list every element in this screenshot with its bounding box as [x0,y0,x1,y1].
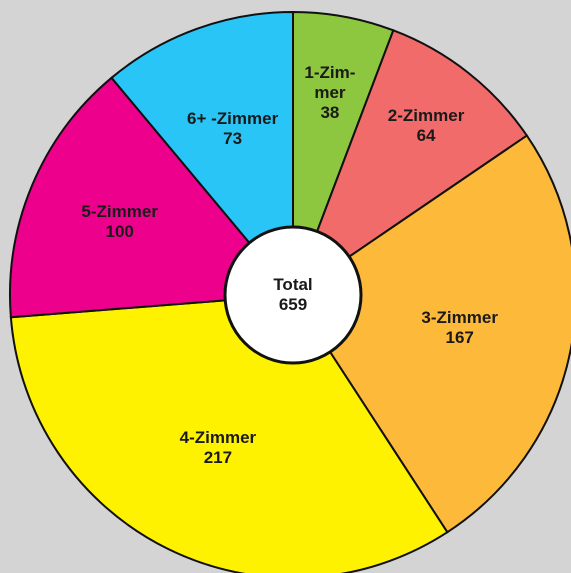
slice-label: 1-Zim­mer 38 [301,63,359,123]
center-text: Total [273,275,313,294]
pie-slice [110,10,294,298]
value-label: 100 [105,222,134,242]
category-label: 1-Zim­mer [304,63,356,103]
category-label: 4-Zimmer [179,427,257,447]
slice-label: 2-Zimmer 64 [356,106,496,146]
value-label: 73 [223,128,243,148]
pie-slice [291,134,571,534]
slice-label: 6+ -Zimmer 73 [163,109,303,149]
slice-label: 4-Zimmer 217 [148,428,288,468]
value-label: 167 [445,328,474,348]
pie-slice [9,293,449,573]
category-label: 6+ -Zimmer [187,108,279,128]
slice-label: 5-Zimmer 100 [50,202,190,242]
slice-label: 3-Zimmer 167 [390,308,530,348]
value-label: 64 [416,126,436,146]
category-label: 2-Zimmer [387,106,465,126]
category-label: 3-Zimmer [421,308,498,328]
value-label: 217 [203,447,233,467]
center-label: Total 659 [223,275,363,315]
value-label: 38 [320,103,340,123]
center-circle [223,225,363,365]
category-label: 5-Zimmer [81,202,158,222]
pie-slice [290,29,529,298]
pie-slice [9,76,296,319]
center-text: 659 [278,295,308,314]
